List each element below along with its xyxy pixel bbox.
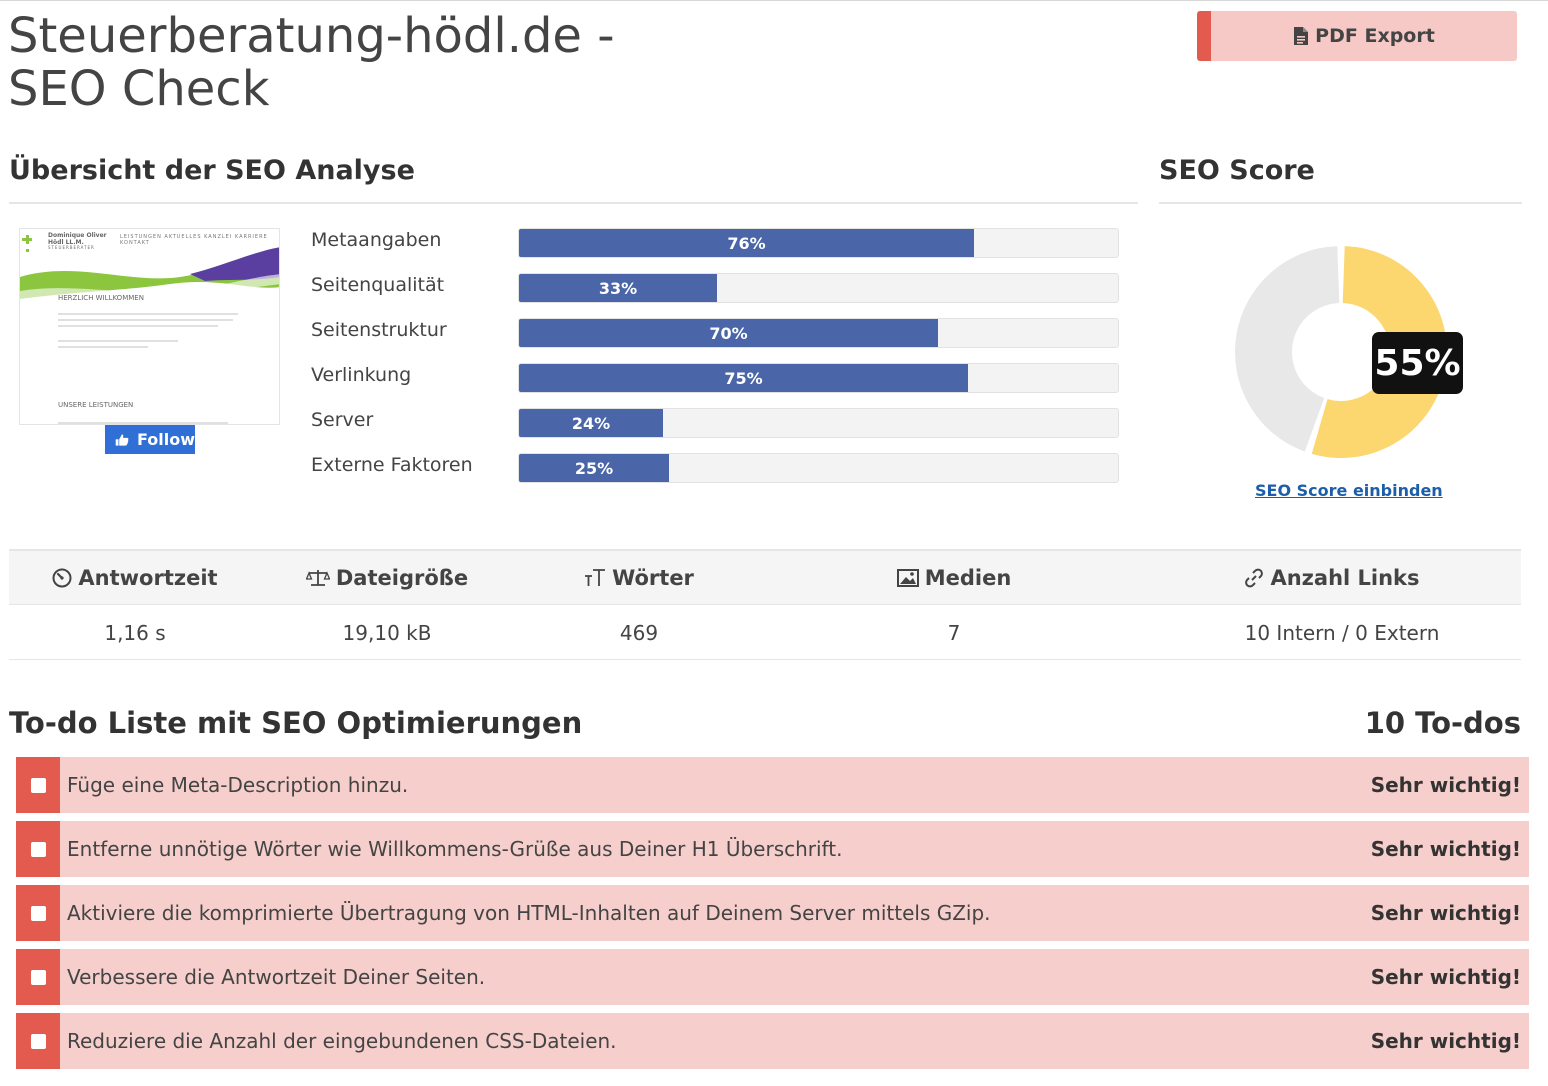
todo-text: Aktiviere die komprimierte Übertragung v… — [67, 901, 991, 925]
todo-checkbox[interactable] — [30, 777, 46, 793]
metric-label: Metaangaben — [311, 229, 442, 251]
text-size-icon — [585, 568, 606, 586]
stat-media-value: 7 — [947, 620, 961, 645]
donut-remainder — [1235, 246, 1340, 452]
thumbnail-welcome: HERZLICH WILLKOMMEN — [58, 294, 144, 302]
thumbnail-brand: Dominique Oliver — [48, 232, 107, 239]
donut-score-segment — [1311, 246, 1447, 458]
stat-header-response-time: Antwortzeit — [9, 551, 261, 604]
metric-bar-fill: 70% — [519, 319, 938, 347]
overview-divider — [9, 202, 1138, 204]
todo-item: Aktiviere die komprimierte Übertragung v… — [16, 885, 1529, 941]
thumbnail-nav: LEISTUNGEN AKTUELLES KANZLEI KARRIERE KO… — [120, 234, 268, 246]
metric-bar-track: 25% — [518, 453, 1119, 483]
score-badge: 55% — [1372, 332, 1463, 394]
todo-checkbox-area[interactable] — [16, 821, 60, 877]
stat-header-label: Wörter — [612, 565, 694, 590]
todo-checkbox[interactable] — [30, 1033, 46, 1049]
metric-label: Seitenstruktur — [311, 319, 447, 341]
stat-header-label: Antwortzeit — [78, 565, 218, 590]
todo-checkbox[interactable] — [30, 969, 46, 985]
score-divider — [1159, 202, 1522, 204]
todo-priority: Sehr wichtig! — [1370, 773, 1521, 797]
todo-checkbox-area[interactable] — [16, 885, 60, 941]
metric-bar-fill: 25% — [519, 454, 669, 482]
todo-priority: Sehr wichtig! — [1370, 1029, 1521, 1053]
pdf-export-label: PDF Export — [1315, 25, 1435, 47]
metric-bar-track: 24% — [518, 408, 1119, 438]
metric-bar-track: 75% — [518, 363, 1119, 393]
metric-bar-track: 33% — [518, 273, 1119, 303]
page-title: Steuerberatung-hödl.de - SEO Check — [8, 8, 615, 117]
stat-response-time-value: 1,16 s — [104, 620, 166, 645]
follow-button[interactable]: Follow — [105, 425, 195, 454]
todo-item: Verbessere die Antwortzeit Deiner Seiten… — [16, 949, 1529, 1005]
seo-score-donut — [1235, 246, 1447, 458]
metric-bar-fill: 75% — [519, 364, 968, 392]
todo-priority: Sehr wichtig! — [1370, 901, 1521, 925]
todo-checkbox-area[interactable] — [16, 949, 60, 1005]
todo-checkbox[interactable] — [30, 841, 46, 857]
scale-icon — [305, 569, 330, 586]
stat-header-media: Medien — [765, 551, 1143, 604]
overview-heading: Übersicht der SEO Analyse — [9, 155, 415, 186]
todo-priority: Sehr wichtig! — [1370, 837, 1521, 861]
metric-label: Server — [311, 409, 374, 431]
todo-count: 10 To-dos — [1364, 706, 1521, 740]
todo-item: Füge eine Meta-Description hinzu. Sehr wi… — [16, 757, 1529, 813]
top-divider — [0, 0, 1548, 1]
thumbnail-brand-tag: STEUERBERATER — [48, 245, 95, 250]
seo-score-embed-link[interactable]: SEO Score einbinden — [1255, 481, 1443, 500]
stat-header-label: Anzahl Links — [1270, 565, 1420, 590]
stat-header-links: Anzahl Links — [1143, 551, 1521, 604]
thumbnail-brand-sub: Hödl LL.M. — [48, 239, 84, 246]
todo-checkbox-area[interactable] — [16, 1013, 60, 1069]
stat-header-label: Dateigröße — [335, 565, 469, 590]
metric-bar-fill: 33% — [519, 274, 717, 302]
thumbnail-services: UNSERE LEISTUNGEN — [58, 401, 134, 409]
metric-label: Externe Faktoren — [311, 454, 473, 476]
todo-item: Entferne unnötige Wörter wie Willkommens… — [16, 821, 1529, 877]
todo-priority: Sehr wichtig! — [1370, 965, 1521, 989]
todo-text: Entferne unnötige Wörter wie Willkommens… — [67, 837, 843, 861]
todo-checkbox[interactable] — [30, 905, 46, 921]
stat-header-label: Medien — [924, 565, 1012, 590]
link-icon — [1245, 568, 1264, 587]
pdf-export-button[interactable]: PDF Export — [1197, 11, 1517, 61]
metric-label: Verlinkung — [311, 364, 412, 386]
metric-label: Seitenqualität — [311, 274, 445, 296]
todo-text: Reduziere die Anzahl der eingebundenen C… — [67, 1029, 617, 1053]
gauge-icon — [52, 568, 72, 587]
stats-header-row: Antwortzeit Dateigröße Wörter Medien Anz… — [9, 549, 1521, 605]
stats-value-row: 1,16 s 19,10 kB 469 7 10 Intern / 0 Exte… — [9, 606, 1521, 660]
todo-checkbox-area[interactable] — [16, 757, 60, 813]
stat-links-value: 10 Intern / 0 Extern — [1244, 620, 1440, 645]
stat-words-value: 469 — [619, 620, 659, 645]
website-thumbnail[interactable]: Dominique Oliver Hödl LL.M. STEUERBERATE… — [19, 228, 280, 425]
thumbs-up-icon — [115, 433, 129, 446]
thumbnail-wave-graphic — [20, 229, 279, 424]
follow-label: Follow — [136, 430, 195, 449]
metric-bar-fill: 76% — [519, 229, 974, 257]
stat-file-size-value: 19,10 kB — [342, 620, 432, 645]
todo-heading: To-do Liste mit SEO Optimierungen — [9, 706, 583, 740]
stat-header-file-size: Dateigröße — [261, 551, 513, 604]
todo-text: Füge eine Meta-Description hinzu. — [67, 773, 409, 797]
metric-bar-track: 70% — [518, 318, 1119, 348]
metric-bar-fill: 24% — [519, 409, 663, 437]
todo-item: Reduziere die Anzahl der eingebundenen C… — [16, 1013, 1529, 1069]
stat-header-words: Wörter — [513, 551, 765, 604]
metric-bar-track: 76% — [518, 228, 1119, 258]
score-heading: SEO Score — [1159, 155, 1315, 186]
todo-text: Verbessere die Antwortzeit Deiner Seiten… — [67, 965, 486, 989]
image-icon — [896, 568, 919, 587]
document-icon — [1293, 26, 1309, 46]
